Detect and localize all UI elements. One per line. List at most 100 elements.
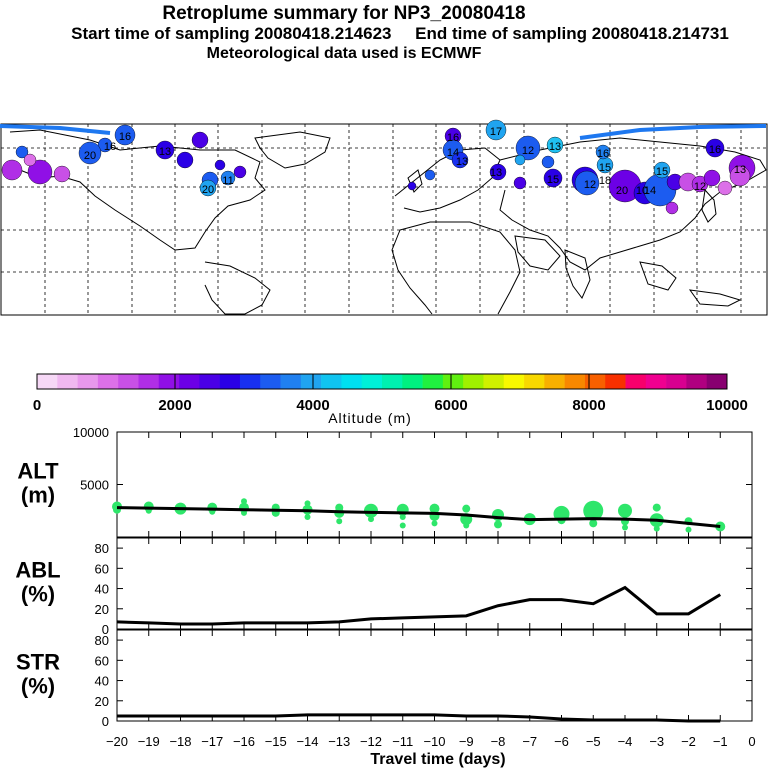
x-tick-label: 0 <box>748 734 755 749</box>
plume-circle <box>114 124 136 146</box>
plume-circle <box>717 180 733 196</box>
y-axis-label-line: (%) <box>21 674 55 699</box>
plume-label: 14 <box>644 185 656 197</box>
y-tick-label: 80 <box>95 633 109 648</box>
scatter-point <box>463 522 470 529</box>
plume-label: 20 <box>84 150 96 162</box>
y-tick-label: 60 <box>95 561 109 576</box>
colorbar-swatch <box>179 374 200 389</box>
plume-label: 13 <box>456 156 468 168</box>
plume-circle <box>27 159 53 185</box>
scatter-point <box>429 503 440 514</box>
scatter-point <box>685 526 692 533</box>
colorbar-swatch <box>77 374 99 389</box>
plume-circle <box>214 159 226 171</box>
colorbar-swatch <box>97 374 119 389</box>
map-coastline <box>564 249 591 299</box>
plume-circle <box>78 141 102 165</box>
plume-label: 16 <box>447 132 459 144</box>
colorbar-swatch <box>463 374 484 389</box>
x-tick-label: −19 <box>138 734 160 749</box>
alt-panel: 5000 10000 ALT (m) <box>17 425 753 538</box>
plume-circle <box>176 151 194 169</box>
plume-label: 18 <box>599 175 611 187</box>
x-tick-label: −14 <box>296 734 318 749</box>
scatter-point <box>431 520 438 527</box>
colorbar-swatch <box>219 374 241 389</box>
altitude-colorbar: 0 2000 4000 6000 8000 10000 Altitude (m) <box>33 373 748 426</box>
scatter-point <box>241 509 247 516</box>
plume-circle <box>1 159 23 181</box>
plume-label: 13 <box>549 141 561 153</box>
colorbar-swatch <box>199 374 220 389</box>
scatter-point <box>589 519 598 528</box>
plume-label: 17 <box>490 126 502 138</box>
y-tick-label: 20 <box>95 694 109 709</box>
y-tick-label: 40 <box>95 582 109 597</box>
map-coastline <box>688 289 742 307</box>
x-tick-label: −17 <box>201 734 223 749</box>
scatter-point <box>241 498 247 505</box>
colorbar-swatch <box>544 374 565 389</box>
x-axis: −20 −19 −18 −17 −16 −15 −14 −13 −12 −11 −10 −9 −8 −7−… <box>106 734 756 768</box>
plume-label: 14 <box>447 147 459 159</box>
plume-circle <box>191 131 209 149</box>
colorbar-swatch <box>706 374 728 389</box>
x-tick-label: −11 <box>392 734 413 749</box>
plume-circle <box>546 136 564 154</box>
map-coastline <box>391 229 433 315</box>
scatter-point <box>399 522 406 529</box>
plume-label: 11 <box>222 175 233 187</box>
x-tick-label: −7 <box>522 734 537 749</box>
y-axis-label-line: STR <box>16 650 60 675</box>
x-tick-label: −20 <box>106 734 128 749</box>
y-tick-label: 10000 <box>73 425 109 440</box>
map-coastline <box>204 261 271 315</box>
plume-label: 12 <box>522 145 534 157</box>
colorbar-swatch <box>138 374 160 389</box>
y-tick-label: 60 <box>95 653 109 668</box>
scatter-point <box>399 514 406 521</box>
scatter-point <box>583 500 604 521</box>
plume-label: 16 <box>119 131 131 143</box>
plume-label: 13 <box>490 167 502 179</box>
map-coastline <box>499 137 767 271</box>
colorbar-swatch <box>686 374 708 389</box>
plume-circle <box>541 155 555 169</box>
plume-circle <box>485 119 507 141</box>
plume-circle <box>515 135 541 161</box>
plume-track <box>579 124 767 140</box>
x-tick-label: −9 <box>459 734 474 749</box>
colorbar-tick-label: 8000 <box>572 397 605 414</box>
x-tick-label: −5 <box>586 734 601 749</box>
x-tick-label: −4 <box>618 734 633 749</box>
plume-label: 16 <box>709 144 721 156</box>
plume-circle <box>220 170 236 186</box>
figure-title: Retroplume summary for NP3_20080418 <box>162 3 526 24</box>
plume-circle <box>233 165 247 179</box>
plume-circle <box>53 165 71 183</box>
colorbar-swatch <box>239 374 261 389</box>
plume-label: 10 <box>636 185 648 197</box>
plume-circle <box>451 151 469 169</box>
scatter-point <box>652 503 661 512</box>
colorbar-swatch <box>361 374 383 389</box>
colorbar-swatch <box>260 374 281 389</box>
colorbar-swatch <box>483 374 505 389</box>
colorbar-swatch <box>382 374 403 389</box>
plume-circle <box>595 144 611 160</box>
y-axis-label-line: ABL <box>15 558 60 583</box>
map-coastline <box>639 261 677 291</box>
colorbar-swatch <box>118 374 139 389</box>
plot-frame <box>116 537 753 630</box>
plume-circle <box>574 170 600 196</box>
x-tick-label: −16 <box>233 734 255 749</box>
scatter-point <box>304 514 311 521</box>
plume-circle <box>199 179 217 197</box>
y-axis-label-line: (%) <box>21 582 55 607</box>
plume-circle <box>653 161 671 179</box>
x-tick-label: −3 <box>649 734 664 749</box>
scatter-point <box>618 503 632 518</box>
plume-circle <box>705 138 725 158</box>
x-axis-title: Travel time (days) <box>370 751 505 768</box>
